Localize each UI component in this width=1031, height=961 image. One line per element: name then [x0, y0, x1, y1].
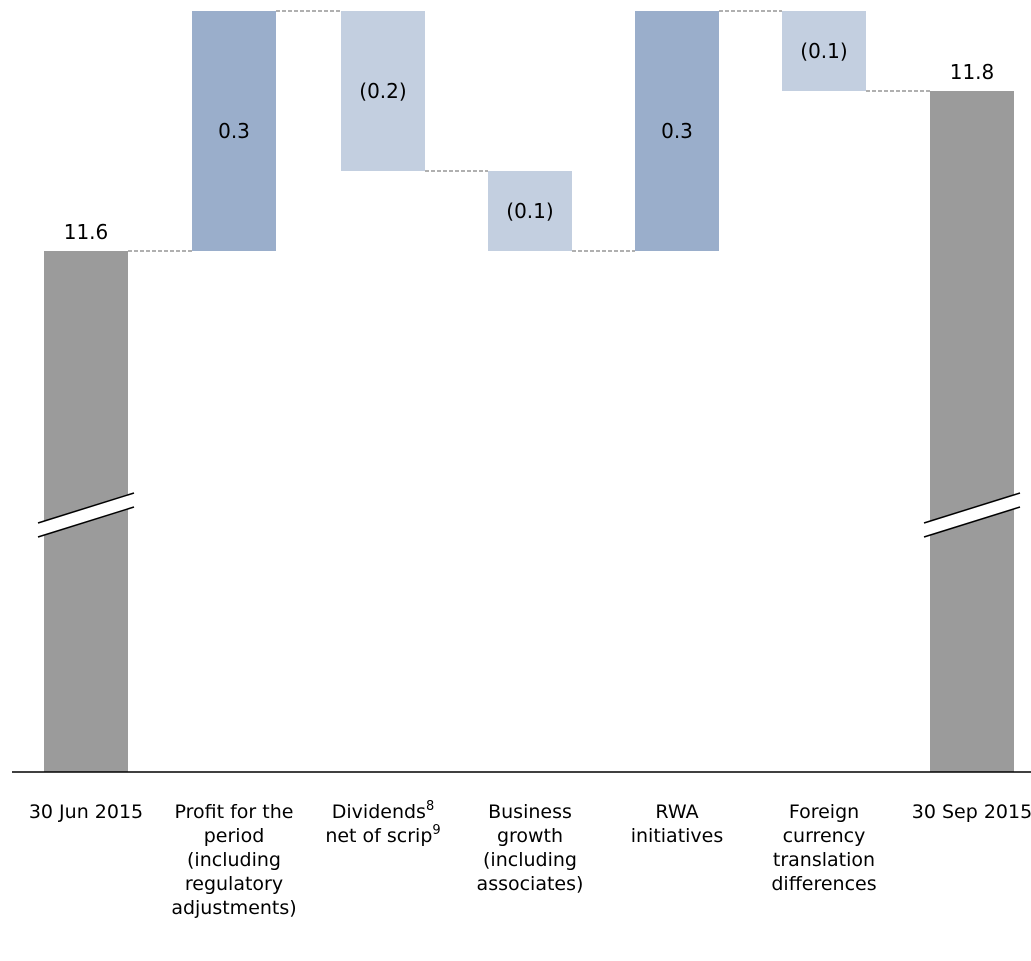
category-label-line: period [204, 825, 265, 847]
bar-2 [192, 11, 276, 251]
axis-break-gap [38, 493, 134, 537]
category-label-line: Business [488, 801, 572, 823]
category-label-line: currency [783, 825, 866, 847]
value-label-3: (0.2) [359, 79, 406, 103]
bar-3 [341, 11, 425, 171]
value-label-1: 11.6 [64, 220, 109, 244]
category-label-line: adjustments) [171, 897, 296, 919]
category-label-line: 30 Sep 2015 [912, 801, 1031, 823]
value-label-2: 0.3 [218, 119, 250, 143]
category-label-line: Foreign [789, 801, 859, 823]
axis-break-stroke [37, 492, 135, 524]
bar-4 [488, 171, 572, 251]
category-label-line: regulatory [185, 873, 283, 895]
category-label-line: differences [771, 873, 876, 895]
value-label-5: 0.3 [661, 119, 693, 143]
category-label-line: Profit for the [175, 801, 294, 823]
category-label-line: net of scrip9 [325, 823, 440, 847]
bar-6 [782, 11, 866, 91]
bar-7 [930, 91, 1014, 772]
category-label-line: Dividends8 [332, 799, 434, 823]
category-label-line: (including [187, 849, 281, 871]
axis-break-stroke [923, 492, 1021, 524]
category-label-line: growth [497, 825, 563, 847]
category-label-line: RWA [655, 801, 698, 823]
axis-break-gap [924, 493, 1020, 537]
category-label-line: associates) [477, 873, 584, 895]
bar-5 [635, 11, 719, 251]
value-label-7: 11.8 [950, 60, 995, 84]
axis-break-stroke [37, 506, 135, 538]
category-label-line: 30 Jun 2015 [29, 801, 143, 823]
value-label-6: (0.1) [800, 39, 847, 63]
category-label-line: translation [773, 849, 875, 871]
category-label-line: initiatives [631, 825, 724, 847]
category-label-line: (including [483, 849, 577, 871]
value-label-4: (0.1) [506, 199, 553, 223]
axis-break-stroke [923, 506, 1021, 538]
